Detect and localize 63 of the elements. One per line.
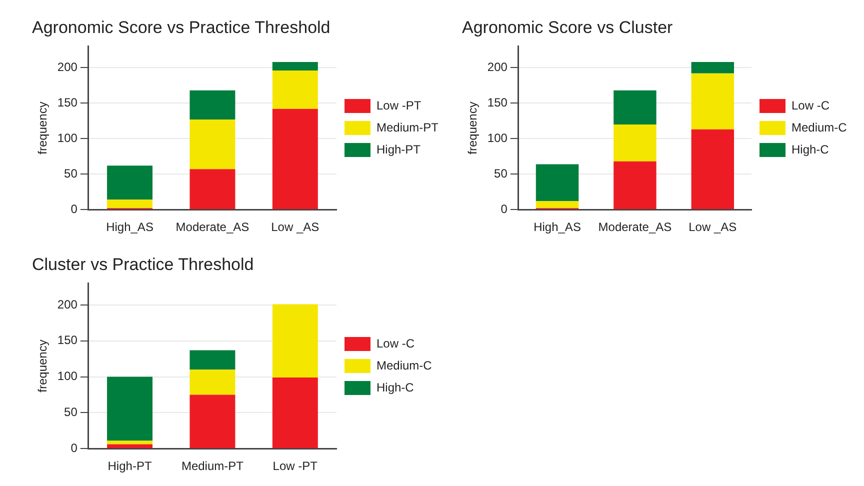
y-tick-label: 100 [487, 130, 508, 145]
legend-label: High-C [376, 380, 414, 394]
bar [107, 200, 153, 208]
legend-label: Low -C [792, 98, 830, 112]
bar [691, 73, 734, 130]
bar [190, 90, 236, 120]
legend-label: Low -PT [376, 98, 422, 112]
bar [107, 166, 153, 200]
y-tick-label: 150 [57, 95, 78, 110]
bar [614, 161, 656, 210]
bar [272, 62, 318, 71]
legend-label: High-PT [376, 142, 422, 156]
legend-label: Medium-C [376, 358, 432, 372]
bar [190, 119, 236, 170]
bar [190, 394, 236, 448]
y-tick-label: 0 [70, 440, 78, 455]
bar [272, 304, 318, 378]
y-tick-label: 0 [500, 202, 508, 216]
y-tick-label: 150 [487, 95, 508, 110]
chart-title: Cluster vs Practice Threshold [32, 254, 254, 274]
y-tick-label: 200 [57, 60, 78, 74]
y-tick-label: 100 [57, 369, 78, 384]
chart-title: Agronomic Score vs Cluster [462, 18, 674, 37]
legend-label: Low -C [376, 336, 415, 350]
legend-label: Medium-PT [376, 120, 440, 134]
bar [272, 70, 318, 109]
bar [190, 169, 236, 210]
bar [190, 350, 236, 370]
bar [107, 376, 153, 441]
y-axis-title: frequency [466, 102, 480, 154]
legend-label: Medium-C [792, 120, 848, 134]
bar [107, 444, 153, 448]
y-tick-label: 100 [57, 130, 78, 145]
bar [107, 440, 153, 444]
y-tick-label: 50 [64, 405, 78, 419]
bar [536, 201, 579, 208]
y-tick-label: 0 [70, 202, 78, 216]
x-tick-label: Low _AS [271, 220, 320, 234]
y-tick-label: 50 [494, 166, 508, 180]
x-tick-label: Moderate_AS [176, 220, 250, 234]
bar [536, 164, 579, 202]
x-tick-label: High_AS [106, 220, 154, 234]
y-tick-label: 200 [487, 60, 508, 74]
bar [614, 124, 656, 162]
bar [691, 62, 734, 74]
y-tick-label: 50 [64, 166, 78, 180]
x-tick-label: High_AS [534, 220, 581, 234]
y-tick-label: 200 [57, 297, 78, 312]
x-tick-label: Moderate_AS [598, 220, 672, 234]
chart-title: Agronomic Score vs Practice Threshold [32, 18, 330, 37]
y-axis-title: frequency [36, 340, 50, 392]
bar [272, 377, 318, 448]
bar [272, 108, 318, 210]
bar [691, 129, 734, 210]
legend-label: High-C [792, 142, 830, 156]
x-tick-label: Low -PT [272, 459, 318, 474]
y-axis-title: frequency [36, 102, 50, 154]
bar [190, 370, 236, 395]
y-tick-label: 150 [57, 333, 78, 348]
x-tick-label: High-PT [108, 459, 152, 474]
x-tick-label: Low _AS [688, 220, 737, 234]
x-tick-label: Medium-PT [181, 459, 244, 474]
bar [614, 90, 656, 124]
